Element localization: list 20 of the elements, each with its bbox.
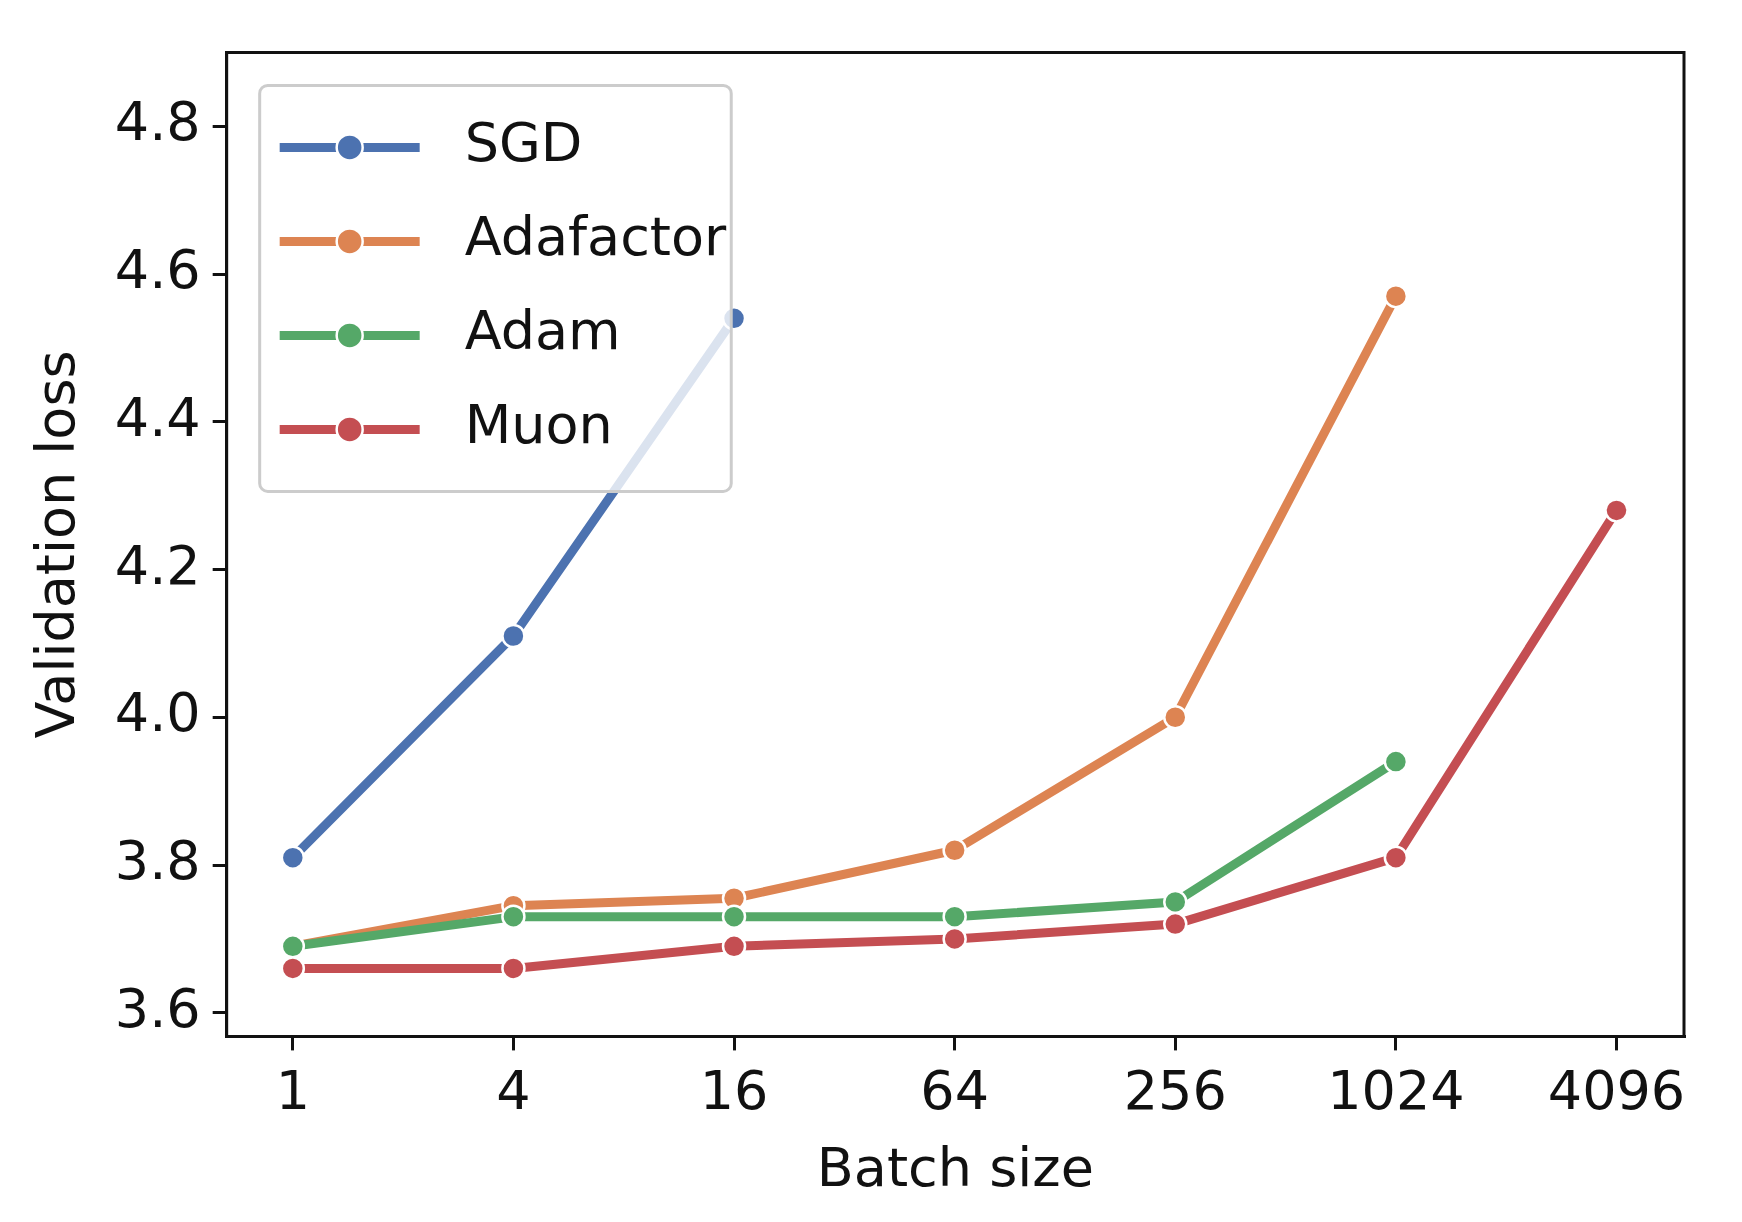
- x-tick-label: 4096: [1547, 1058, 1686, 1122]
- y-tick-label: 3.8: [114, 829, 201, 893]
- x-tick-label: 1: [275, 1058, 310, 1122]
- y-tick-label: 4.6: [114, 238, 201, 302]
- x-tick-label: 64: [920, 1058, 990, 1122]
- y-axis-title: Validation loss: [24, 350, 88, 739]
- x-axis-title: Batch size: [816, 1135, 1094, 1199]
- x-tick-label: 1024: [1327, 1058, 1465, 1122]
- legend-label: SGD: [464, 111, 583, 175]
- x-tick-label: 256: [1123, 1058, 1227, 1122]
- y-tick-label: 4.4: [114, 385, 201, 449]
- y-tick-label: 3.6: [114, 976, 201, 1040]
- legend-label: Muon: [464, 393, 613, 457]
- y-tick-label: 4.2: [114, 533, 201, 597]
- x-tick-label: 4: [496, 1058, 531, 1122]
- legend-label: Adam: [464, 299, 621, 363]
- y-tick-label: 4.0: [114, 681, 201, 745]
- y-tick-label: 4.8: [114, 90, 201, 154]
- legend-label: Adafactor: [464, 205, 728, 269]
- x-tick-label: 16: [699, 1058, 769, 1122]
